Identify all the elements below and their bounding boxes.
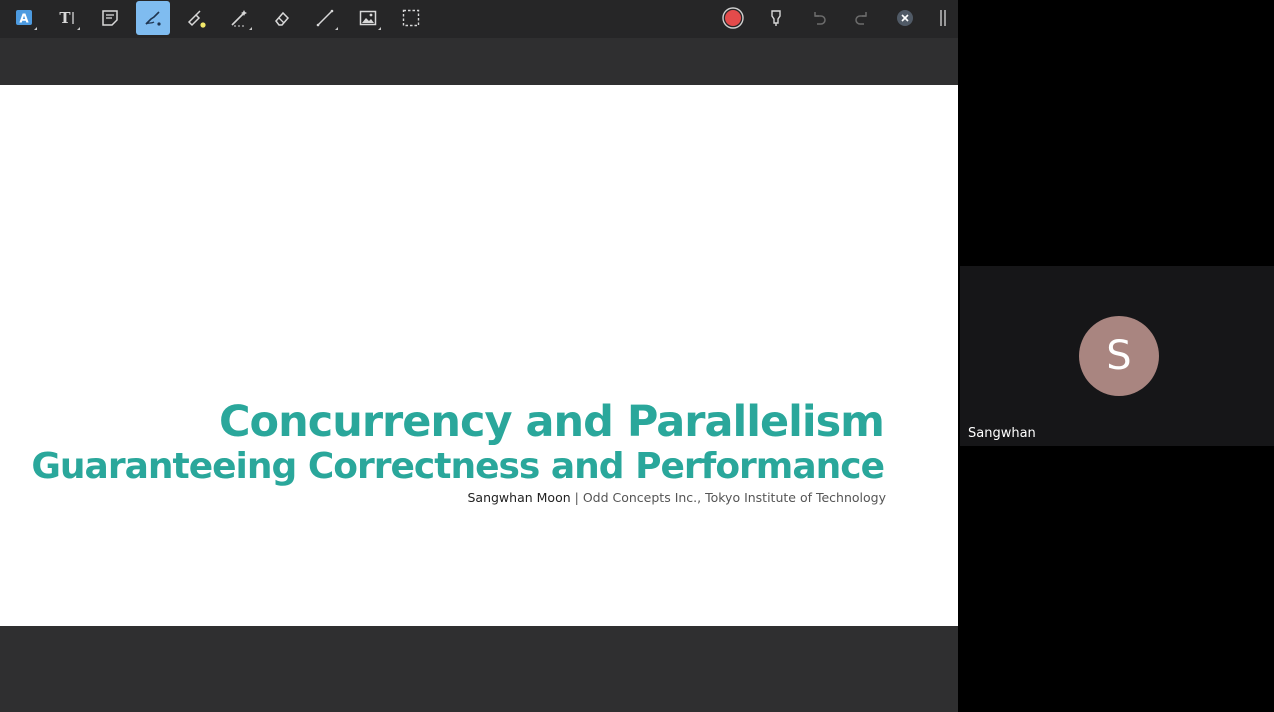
marker-button[interactable] <box>759 1 793 35</box>
avatar: S <box>1079 316 1159 396</box>
participants-panel: S Sangwhan <box>958 0 1274 712</box>
panel-divider-handle[interactable] <box>928 1 958 35</box>
svg-text:T: T <box>59 9 71 27</box>
undo-button[interactable] <box>802 1 836 35</box>
image-icon <box>359 10 377 26</box>
highlighter-icon <box>187 10 206 28</box>
redo-icon <box>855 12 867 25</box>
eraser-icon <box>275 11 290 26</box>
pen-tool[interactable] <box>136 1 170 35</box>
close-annotation-button[interactable] <box>888 1 922 35</box>
presentation-slide: Concurrency and Parallelism Guaranteeing… <box>0 85 958 626</box>
eraser-tool[interactable] <box>265 1 299 35</box>
panel-divider-icon <box>940 10 946 26</box>
slide-affiliation: Odd Concepts Inc., Tokyo Institute of Te… <box>582 490 886 505</box>
highlighter-tool[interactable] <box>179 1 213 35</box>
redo-button[interactable] <box>845 1 879 35</box>
text-box-tool[interactable]: A <box>7 1 41 35</box>
image-tool[interactable] <box>351 1 385 35</box>
magic-wand-tool[interactable] <box>222 1 256 35</box>
record-button[interactable] <box>716 1 750 35</box>
annotation-toolbar: A T <box>0 0 958 38</box>
close-icon <box>897 10 913 26</box>
slide-author: Sangwhan Moon <box>467 490 571 505</box>
presentation-area: A T <box>0 0 958 712</box>
slide-subtitle: Guaranteeing Correctness and Performance <box>31 446 885 487</box>
marker-icon <box>771 10 781 26</box>
selection-icon <box>402 9 420 27</box>
note-icon <box>102 10 118 26</box>
selection-tool[interactable] <box>394 1 428 35</box>
record-icon <box>722 7 744 29</box>
undo-icon <box>814 12 826 25</box>
magic-wand-icon <box>231 10 247 27</box>
line-tool[interactable] <box>308 1 342 35</box>
text-box-icon: A <box>16 10 32 26</box>
participant-name: Sangwhan <box>968 426 1036 441</box>
slide-byline: Sangwhan Moon | Odd Concepts Inc., Tokyo… <box>467 490 886 505</box>
participant-tile[interactable]: S Sangwhan <box>960 266 1274 446</box>
line-icon <box>316 9 334 27</box>
note-tool[interactable] <box>93 1 127 35</box>
pen-icon <box>145 11 161 26</box>
slide-title: Concurrency and Parallelism <box>219 397 885 447</box>
text-tool[interactable]: T <box>50 1 84 35</box>
svg-text:A: A <box>19 12 29 26</box>
text-cursor-icon: T <box>59 9 74 27</box>
byline-separator: | <box>574 490 579 505</box>
